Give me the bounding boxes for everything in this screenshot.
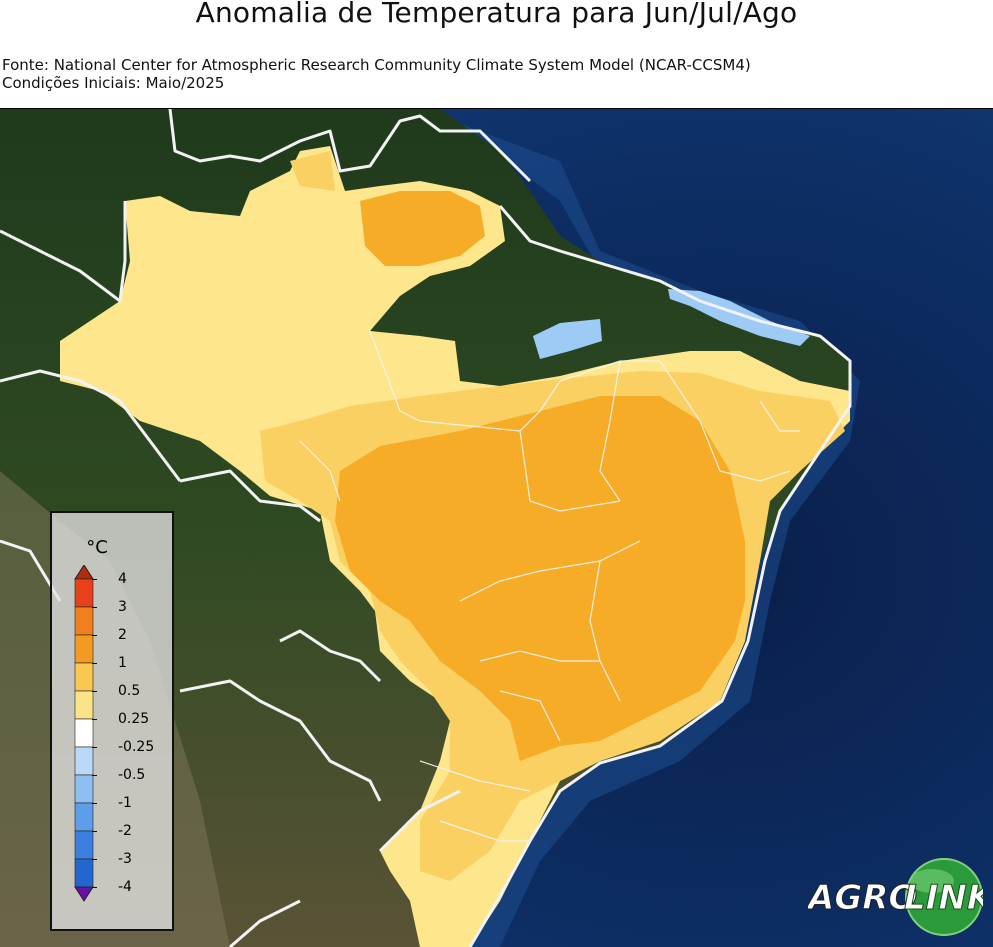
- legend-tick: [92, 775, 97, 776]
- anomaly-area-north: [360, 191, 485, 266]
- state-borders: [299, 330, 800, 842]
- logo-text-agro: AGRO: [808, 878, 917, 918]
- anomaly-area-negative-1: [533, 319, 602, 359]
- legend-tick: [92, 607, 97, 608]
- legend-tick-label: 4: [118, 571, 127, 587]
- legend-tick: [92, 887, 97, 888]
- initial-conditions-line: Condições Iniciais: Maio/2025: [2, 74, 225, 92]
- legend-tick: [92, 803, 97, 804]
- legend-panel: °C 4 3 2 1 0.5 0.25 -0.25 -0.5 -1 -2 -3 -4: [50, 511, 174, 931]
- legend-tick-label: -0.5: [118, 767, 146, 783]
- map-title: Anomalia de Temperatura para Jun/Jul/Ago: [195, 0, 798, 29]
- legend-tick-label: -4: [118, 879, 132, 895]
- legend-tick-label: 0.5: [118, 683, 141, 699]
- legend-tick: [92, 635, 97, 636]
- logo-text-link: LINK: [904, 878, 983, 918]
- legend-tick: [92, 831, 97, 832]
- legend-tick: [92, 579, 97, 580]
- country-borders: [0, 109, 532, 947]
- legend-tick-label: 3: [118, 599, 127, 615]
- legend-tick: [92, 719, 97, 720]
- coastline: [468, 205, 852, 947]
- legend-tick: [92, 691, 97, 692]
- legend-tick-label: 2: [118, 627, 127, 643]
- header: Anomalia de Temperatura para Jun/Jul/Ago…: [0, 0, 993, 108]
- legend-tick: [92, 747, 97, 748]
- legend-tick-label: -1: [118, 795, 132, 811]
- legend-tick: [92, 859, 97, 860]
- color-bar-bottom-arrow: [74, 886, 94, 902]
- legend-tick: [92, 663, 97, 664]
- legend-tick-label: 0.25: [118, 711, 150, 727]
- color-bar-top-arrow: [74, 565, 94, 580]
- legend-tick-label: -3: [118, 851, 132, 867]
- legend-tick-label: 1: [118, 655, 127, 671]
- anomaly-area-strong: [335, 396, 745, 761]
- agrolink-logo: AGRO LINK: [808, 858, 983, 936]
- anomaly-area-north-2: [290, 151, 335, 191]
- legend-unit: °C: [86, 537, 108, 558]
- legend-tick-label: -2: [118, 823, 132, 839]
- source-line: Fonte: National Center for Atmospheric R…: [2, 56, 751, 74]
- map-area: °C 4 3 2 1 0.5 0.25 -0.25 -0.5 -1 -2 -3 -4: [0, 108, 993, 947]
- legend-tick-label: -0.25: [118, 739, 155, 755]
- color-bar-segments: [74, 565, 94, 902]
